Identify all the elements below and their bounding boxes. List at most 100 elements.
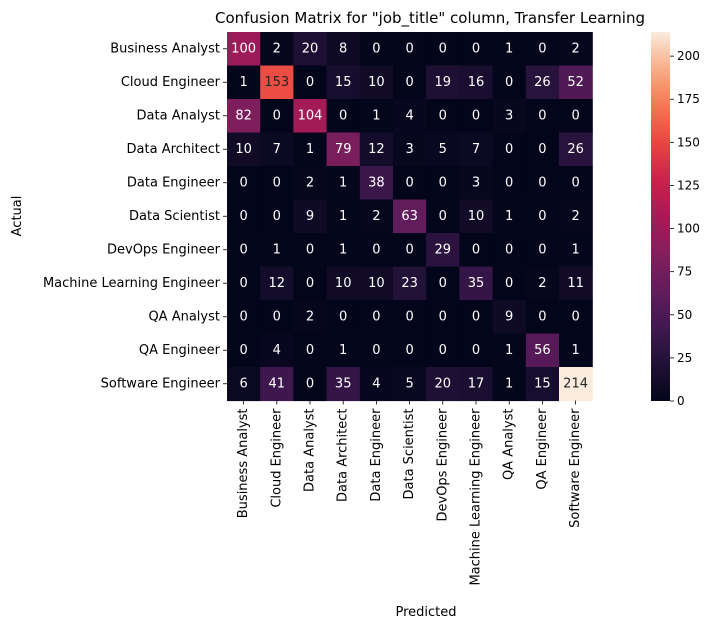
heatmap-cell [393, 199, 427, 234]
heatmap-cell [359, 32, 394, 67]
heatmap-cell [393, 367, 427, 402]
heatmap-cell [393, 132, 427, 167]
cell-value-label: 26 [534, 75, 551, 90]
cell-value-label: 0 [505, 276, 513, 291]
cell-value-label: 79 [335, 142, 352, 157]
cell-value-label: 0 [405, 41, 413, 56]
colorbar-tick-label: 0 [677, 394, 685, 408]
cell-value-label: 0 [439, 175, 447, 190]
cell-value-label: 0 [538, 175, 546, 190]
cell-value-label: 2 [372, 209, 380, 224]
heatmap-cell [393, 300, 427, 335]
cell-value-label: 8 [339, 41, 347, 56]
cell-value-label: 9 [505, 309, 513, 324]
cell-value-label: 0 [505, 175, 513, 190]
cell-value-label: 2 [306, 309, 314, 324]
cell-value-label: 1 [273, 242, 281, 257]
x-tick-label: Data Scientist [402, 409, 417, 500]
heatmap-cell [227, 132, 261, 167]
heatmap-cell [559, 99, 593, 134]
cell-value-label: 0 [538, 242, 546, 257]
cell-value-label: 0 [538, 41, 546, 56]
y-tick-label: Data Scientist [129, 209, 220, 224]
heatmap-cell [393, 266, 427, 301]
heatmap-cell [260, 333, 294, 368]
heatmap-cell [326, 333, 361, 368]
cell-value-label: 0 [372, 309, 380, 324]
cell-value-label: 17 [468, 376, 485, 391]
heatmap-cell [525, 199, 560, 234]
heatmap-cell [260, 99, 294, 134]
heatmap-cell [359, 367, 394, 402]
heatmap-cell [426, 199, 460, 234]
cell-value-label: 10 [368, 75, 385, 90]
cell-value-label: 0 [472, 309, 480, 324]
heatmap-cell [459, 333, 494, 368]
y-tick-label: Data Engineer [127, 175, 221, 190]
cell-value-label: 0 [372, 41, 380, 56]
heatmap-cells [227, 32, 593, 402]
x-axis-ticks: Business Analyst Cloud Engineer Data Analy… [236, 400, 583, 586]
x-tick-label: Data Engineer [369, 408, 384, 502]
cell-value-label: 0 [538, 108, 546, 123]
cell-value-label: 52 [567, 75, 584, 90]
heatmap-cell [359, 300, 394, 335]
colorbar-tick-label: 100 [677, 222, 700, 236]
cell-value-label: 19 [435, 75, 452, 90]
heatmap-cell [459, 132, 494, 167]
cell-value-label: 1 [339, 209, 347, 224]
cell-value-label: 0 [239, 209, 247, 224]
cell-value-label: 0 [405, 309, 413, 324]
cell-value-label: 12 [269, 276, 286, 291]
cell-value-label: 0 [273, 309, 281, 324]
cell-value-label: 16 [468, 75, 485, 90]
cell-value-label: 6 [239, 376, 247, 391]
cell-value-label: 26 [567, 142, 584, 157]
cell-value-label: 0 [439, 108, 447, 123]
heatmap-cell [260, 32, 294, 67]
heatmap-cell [459, 199, 494, 234]
cell-value-label: 214 [563, 376, 588, 391]
cell-value-label: 0 [306, 343, 314, 358]
colorbar-tick-label: 75 [677, 265, 692, 279]
cell-value-label: 1 [339, 242, 347, 257]
cell-value-label: 1 [571, 343, 579, 358]
heatmap-cell [260, 233, 294, 268]
x-axis-label: Predicted [395, 605, 456, 620]
cell-value-label: 1 [372, 108, 380, 123]
cell-value-label: 10 [468, 209, 485, 224]
heatmap-cell [293, 233, 328, 268]
heatmap-cell [492, 233, 527, 268]
heatmap-cell [326, 32, 361, 67]
cell-value-label: 100 [231, 41, 256, 56]
heatmap-cell [426, 65, 460, 100]
cell-value-label: 0 [405, 175, 413, 190]
cell-value-label: 1 [306, 142, 314, 157]
cell-value-label: 0 [472, 41, 480, 56]
heatmap-cell [559, 300, 593, 335]
heatmap-cell [459, 367, 494, 402]
cell-value-label: 0 [571, 309, 579, 324]
heatmap-cell [559, 199, 593, 234]
cell-value-label: 5 [405, 376, 413, 391]
cell-value-label: 0 [273, 108, 281, 123]
cell-value-label: 0 [405, 242, 413, 257]
heatmap-cell [426, 132, 460, 167]
cell-value-label: 0 [273, 209, 281, 224]
heatmap-cell [559, 367, 593, 402]
heatmap-cell [426, 300, 460, 335]
cell-value-label: 0 [239, 309, 247, 324]
heatmap-cell [459, 65, 494, 100]
cell-value-label: 3 [405, 142, 413, 157]
heatmap-cell [559, 65, 593, 100]
cell-value-label: 0 [306, 242, 314, 257]
cell-value-label: 12 [368, 142, 385, 157]
heatmap-cell [393, 32, 427, 67]
cell-value-label: 0 [273, 175, 281, 190]
heatmap-cell [326, 132, 361, 167]
y-tick-label: Machine Learning Engineer [43, 276, 221, 291]
cell-value-label: 1 [571, 242, 579, 257]
cell-value-label: 7 [273, 142, 281, 157]
y-tick-label: QA Engineer [139, 343, 221, 358]
cell-value-label: 3 [472, 175, 480, 190]
